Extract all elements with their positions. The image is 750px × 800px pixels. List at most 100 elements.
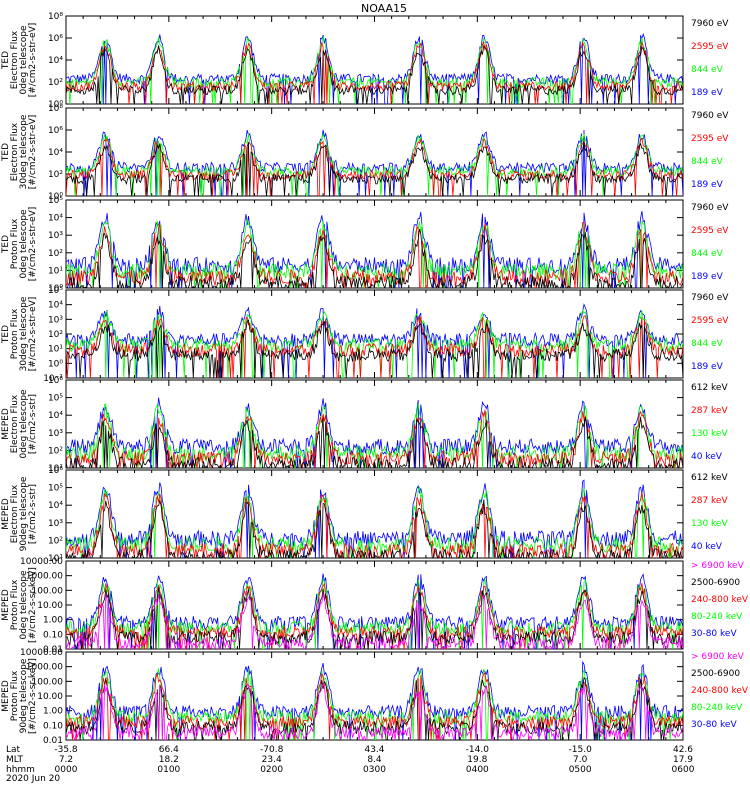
x-tick-label: 19.8 bbox=[467, 755, 487, 765]
chart-title: NOAA15 bbox=[361, 2, 407, 15]
series-group bbox=[66, 303, 683, 378]
y-tick-label: 10¹ bbox=[48, 464, 63, 474]
x-tick-label: 23.4 bbox=[262, 755, 282, 765]
y-tick-label: 0.01 bbox=[43, 736, 63, 746]
panel-frame bbox=[65, 15, 684, 105]
y-tick-label: 100.00 bbox=[32, 586, 64, 596]
y-tick-label: 10³ bbox=[48, 429, 63, 439]
y-axis-title-line: Electron Flux bbox=[10, 394, 20, 453]
series-line bbox=[66, 499, 683, 558]
y-tick-label: 10⁴ bbox=[48, 56, 63, 66]
legend-entry: 612 keV bbox=[691, 383, 728, 393]
y-axis-title-line: Electron Flux bbox=[10, 484, 20, 543]
y-tick-label: 10² bbox=[48, 78, 63, 88]
series-line bbox=[66, 315, 683, 378]
series-line bbox=[66, 492, 683, 558]
panel-1: 10⁰ 10² 10⁴ 10⁶ 10⁸ TED Electron Flux 0deg tele… bbox=[1, 12, 729, 110]
x-tick-label: 7.2 bbox=[59, 755, 73, 765]
y-axis-title-line: MEPED bbox=[1, 408, 11, 440]
x-tick-label: 0000 bbox=[55, 765, 78, 775]
series-line bbox=[66, 479, 683, 558]
y-axis-title-line: [#/cm2-s-str-eV] bbox=[28, 297, 38, 372]
series-line bbox=[66, 416, 683, 468]
y-tick-label: 10⁰ bbox=[48, 284, 63, 294]
legend-entry: 40 keV bbox=[691, 542, 723, 552]
y-tick-label: 10² bbox=[48, 330, 63, 340]
y-tick-label: 10¹ bbox=[48, 266, 63, 276]
legend-entry: 189 eV bbox=[691, 272, 724, 282]
y-tick-label: 10¹ bbox=[48, 554, 63, 564]
series-line bbox=[66, 587, 683, 649]
y-axis-title-line: TED bbox=[1, 325, 11, 344]
legend-entry: 80-240 keV bbox=[691, 612, 743, 622]
x-row-label-hhmm: hhmm bbox=[6, 765, 35, 775]
legend-entry: 80-240 keV bbox=[691, 703, 743, 713]
series-line bbox=[66, 211, 683, 288]
x-tick-label: 0300 bbox=[363, 765, 386, 775]
legend-entry: 2595 eV bbox=[691, 134, 729, 144]
y-tick-label: 10³ bbox=[48, 315, 63, 325]
y-tick-label: 1000.00 bbox=[26, 572, 63, 582]
series-line bbox=[66, 133, 683, 196]
y-tick-label: 1.00 bbox=[43, 707, 63, 717]
y-tick-label: 10⁵ bbox=[48, 196, 63, 206]
legend-entry: > 6900 keV bbox=[691, 561, 745, 571]
legend-entry: 130 keV bbox=[691, 429, 728, 439]
y-tick-label: 10⁵ bbox=[48, 286, 63, 296]
panel-5: 10¹ 10² 10³ 10⁴ 10⁵ 10⁶ MEPED Electron Flux 0deg… bbox=[1, 376, 728, 474]
y-tick-label: 10⁴ bbox=[48, 148, 63, 158]
y-tick-label: 10⁰ bbox=[48, 359, 63, 369]
y-tick-label: 1000.00 bbox=[26, 663, 63, 673]
y-tick-label: 10³ bbox=[48, 231, 63, 241]
y-axis-title-line: [#/cm2-s-str-eV] bbox=[28, 207, 38, 282]
x-tick-label: 42.6 bbox=[673, 745, 693, 755]
series-line bbox=[66, 409, 683, 468]
y-axis-title-line: Proton Flux bbox=[10, 579, 20, 630]
y-axis-title-line: [#/cm2-s-str] bbox=[28, 484, 38, 544]
legend-entry: 2595 eV bbox=[691, 226, 729, 236]
legend-entry: 189 eV bbox=[691, 88, 724, 98]
series-group bbox=[66, 573, 683, 649]
y-tick-label: 0.10 bbox=[43, 630, 63, 640]
y-tick-label: 10.00 bbox=[37, 692, 63, 702]
series-line bbox=[66, 573, 683, 649]
x-tick-label: -14.0 bbox=[466, 745, 490, 755]
y-axis-title-line: Electron Flux bbox=[10, 122, 20, 181]
y-tick-label: 10² bbox=[48, 170, 63, 180]
legend-entry: 7960 eV bbox=[691, 111, 729, 121]
series-line bbox=[66, 219, 683, 288]
x-tick-label: 17.9 bbox=[673, 755, 693, 765]
legend-entry: 287 keV bbox=[691, 496, 728, 506]
y-axis-title-line: 30deg telescope bbox=[19, 114, 29, 189]
x-tick-label: -35.8 bbox=[54, 745, 78, 755]
x-row-label-lat: Lat bbox=[6, 745, 21, 755]
y-tick-label: 10000.00 bbox=[20, 557, 63, 567]
series-line bbox=[66, 41, 683, 104]
y-axis-title-line: Electron Flux bbox=[10, 30, 20, 89]
legend-entry: 40 keV bbox=[691, 452, 723, 462]
y-axis-title-line: 30deg telescope bbox=[19, 296, 29, 371]
x-tick-label: 18.2 bbox=[159, 755, 179, 765]
panel-7: 0.01 0.10 1.00 10.00 100.00 1000.00 10000.00 ME… bbox=[1, 557, 749, 655]
x-tick-label: 0200 bbox=[260, 765, 283, 775]
panel-3: 10⁰ 10¹ 10² 10³ 10⁴ 10⁵ TED Proton Flux 0deg tel… bbox=[1, 196, 729, 294]
y-axis-title-line: [#/cm2-s-sr-keV] bbox=[28, 658, 38, 734]
y-tick-label: 10² bbox=[48, 536, 63, 546]
legend-entry: 240-800 keV bbox=[691, 595, 749, 605]
y-axis-title-line: MEPED bbox=[1, 680, 11, 712]
legend-entry: > 6900 keV bbox=[691, 652, 745, 662]
legend-entry: 189 eV bbox=[691, 362, 724, 372]
x-tick-label: 0400 bbox=[466, 765, 489, 775]
legend-entry: 844 eV bbox=[691, 65, 724, 75]
y-tick-label: 10¹ bbox=[48, 345, 63, 355]
y-tick-label: 10⁴ bbox=[48, 214, 63, 224]
series-group bbox=[66, 397, 683, 468]
y-tick-label: 10000.00 bbox=[20, 648, 63, 658]
y-axis-title-line: MEPED bbox=[1, 498, 11, 530]
y-tick-label: 10⁴ bbox=[48, 411, 63, 421]
series-line bbox=[66, 593, 683, 649]
y-tick-label: 10³ bbox=[48, 519, 63, 529]
y-tick-label: 10⁵ bbox=[48, 394, 63, 404]
y-axis-title-line: Proton Flux bbox=[10, 308, 20, 359]
